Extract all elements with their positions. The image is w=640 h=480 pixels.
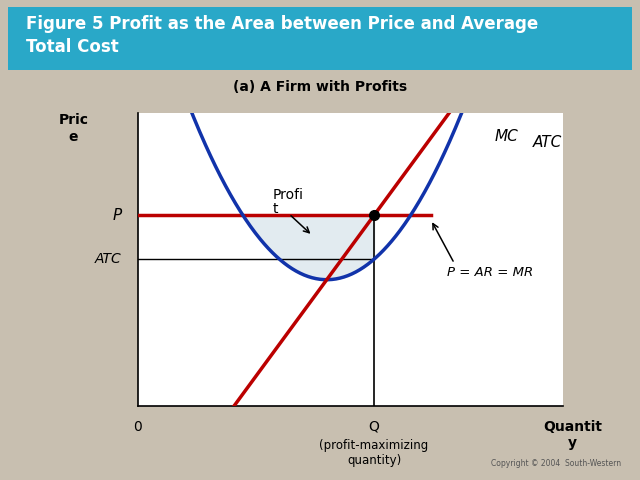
Text: P: P: [113, 208, 122, 223]
FancyBboxPatch shape: [0, 5, 640, 72]
Text: Profi: Profi: [273, 188, 303, 202]
Text: Quantit
y: Quantit y: [543, 420, 602, 450]
Text: MC: MC: [495, 129, 518, 144]
Text: Q: Q: [369, 420, 380, 434]
Text: t: t: [273, 203, 278, 216]
Text: e: e: [69, 130, 78, 144]
Text: Pric: Pric: [59, 113, 88, 127]
Text: (a) A Firm with Profits: (a) A Firm with Profits: [233, 80, 407, 94]
Text: Figure 5 Profit as the Area between Price and Average
Total Cost: Figure 5 Profit as the Area between Pric…: [26, 15, 539, 56]
Text: ATC: ATC: [532, 134, 562, 150]
Text: P = AR = MR: P = AR = MR: [447, 266, 534, 279]
Text: ATC: ATC: [95, 252, 122, 266]
Text: Copyright © 2004  South-Western: Copyright © 2004 South-Western: [491, 459, 621, 468]
Text: (profit-maximizing
quantity): (profit-maximizing quantity): [319, 439, 429, 467]
Text: 0: 0: [133, 420, 142, 434]
